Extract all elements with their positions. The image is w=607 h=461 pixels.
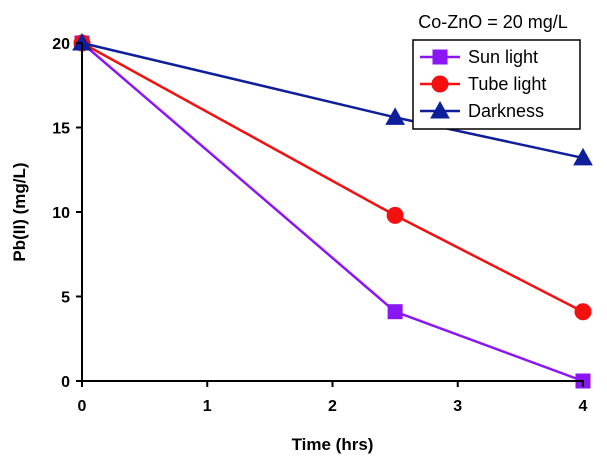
data-point-triangle	[573, 147, 593, 166]
legend: Sun light Tube light Darkness	[412, 39, 581, 130]
legend-marker-triangle	[430, 100, 450, 119]
legend-item: Tube light	[420, 74, 546, 94]
y-axis-title: Pb(II) (mg/L)	[10, 162, 29, 261]
legend-marker-square	[432, 49, 448, 65]
data-point-circle	[574, 303, 592, 321]
y-tick-label: 20	[52, 36, 70, 53]
y-tick-label: 10	[52, 205, 70, 222]
y-tick-label: 0	[61, 374, 70, 391]
legend-item: Sun light	[420, 47, 538, 67]
legend-item: Darkness	[420, 100, 544, 121]
legend-label: Tube light	[468, 74, 546, 94]
chart-annotation: Co-ZnO = 20 mg/L	[418, 12, 568, 32]
legend-label: Sun light	[468, 47, 538, 67]
x-tick-label: 4	[579, 398, 588, 415]
y-tick-label: 15	[52, 121, 70, 138]
x-axis-ticks: 0 1 2 3 4	[78, 381, 588, 415]
x-axis-title: Time (hrs)	[292, 435, 374, 454]
legend-marker-circle	[431, 75, 449, 93]
x-tick-label: 2	[328, 398, 337, 415]
y-axis-ticks: 0 5 10 15 20	[52, 36, 82, 391]
y-tick-label: 5	[61, 290, 70, 307]
data-point-triangle	[385, 107, 405, 125]
series-darkness	[72, 32, 593, 166]
axes: 0 1 2 3 4 0 5 10 15 20	[52, 36, 587, 415]
legend-label: Darkness	[468, 101, 544, 121]
x-tick-label: 3	[453, 398, 462, 415]
data-point-square	[387, 304, 403, 320]
x-tick-label: 1	[203, 398, 212, 415]
x-tick-label: 0	[78, 398, 87, 415]
data-point-circle	[386, 206, 404, 224]
